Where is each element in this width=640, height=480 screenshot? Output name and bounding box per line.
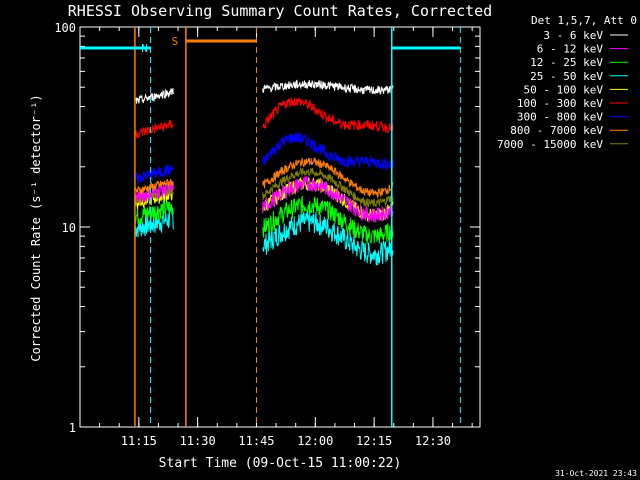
series-line-0 — [134, 87, 174, 104]
series-line-8 — [262, 166, 394, 208]
x-tick-label: 12:30 — [415, 434, 451, 448]
legend-entry-label: 7000 - 15000 keV — [497, 138, 603, 151]
x-tick-label: 11:15 — [121, 434, 157, 448]
series-line-4 — [134, 186, 174, 209]
x-tick-label: 11:45 — [238, 434, 274, 448]
legend-entry-label: 3 - 6 keV — [543, 29, 603, 42]
chart-title: RHESSI Observing Summary Count Rates, Co… — [68, 2, 492, 20]
annotation-label: N — [141, 42, 148, 55]
y-tick-label: 10 — [62, 221, 76, 235]
legend-entry-label: 800 - 7000 keV — [510, 124, 603, 137]
series-line-6 — [262, 132, 394, 172]
series-line-7 — [134, 178, 174, 195]
legend-entry-label: 300 - 800 keV — [517, 111, 603, 124]
x-axis-label: Start Time (09-Oct-15 11:00:22) — [159, 456, 402, 471]
series-line-1 — [134, 180, 174, 203]
x-tick-label: 11:30 — [180, 434, 216, 448]
legend-entry-label: 100 - 300 keV — [517, 97, 603, 110]
x-tick-label: 12:00 — [297, 434, 333, 448]
legend-entry-label: 6 - 12 keV — [537, 43, 604, 56]
series-line-0 — [262, 79, 394, 95]
x-tick-label: 12:15 — [356, 434, 392, 448]
series-line-5 — [135, 119, 174, 139]
series-line-3 — [262, 211, 394, 266]
y-axis-label: Corrected Count Rate (s⁻¹ detector⁻¹) — [29, 94, 43, 361]
series-line-3 — [134, 207, 174, 238]
legend-entry-label: 25 - 50 keV — [530, 70, 603, 83]
series-line-5 — [262, 97, 394, 134]
y-tick-label: 100 — [54, 21, 76, 35]
series-line-2 — [262, 195, 394, 245]
legend-entry-label: 50 - 100 keV — [524, 83, 604, 96]
y-tick-label: 1 — [69, 421, 76, 435]
plot-area: 1 10 100 11:15 11:30 11:45 12:00 12:15 12:30 N S — [54, 21, 481, 448]
series-line-2 — [134, 200, 174, 226]
legend-entry-label: 12 - 25 keV — [530, 56, 603, 69]
annotation-label: S — [172, 35, 179, 48]
legend-header: Det 1,5,7, Att 0 — [531, 14, 637, 27]
footer-timestamp: 31-Oct-2021 23:43 — [555, 469, 637, 478]
series-line-1 — [262, 175, 394, 223]
series-line-6 — [134, 163, 174, 185]
series-line-7 — [262, 156, 394, 199]
